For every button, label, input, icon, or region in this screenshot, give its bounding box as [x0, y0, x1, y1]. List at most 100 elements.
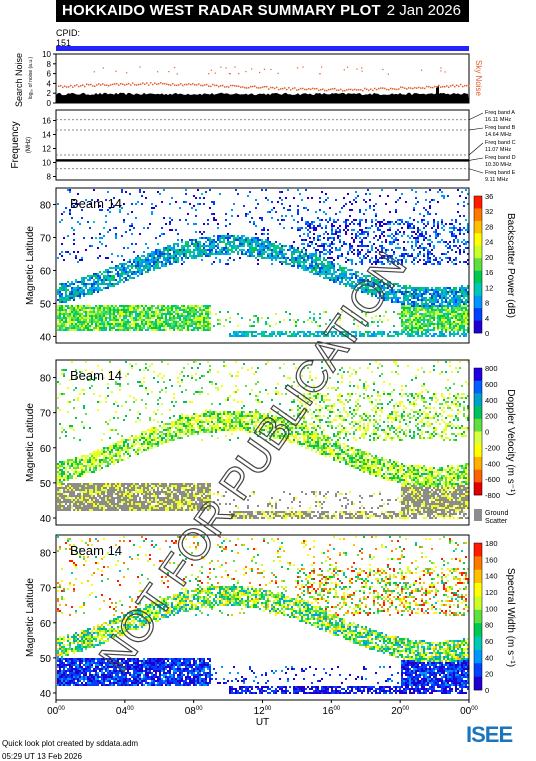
heatmap-cell: [399, 223, 401, 225]
heatmap-cell: [279, 251, 281, 253]
heatmap-cell: [383, 283, 385, 285]
heatmap-cell: [403, 329, 405, 331]
heatmap-cell: [73, 251, 75, 253]
heatmap-cell: [449, 319, 451, 321]
heatmap-cell: [73, 319, 75, 321]
heatmap-cell: [89, 375, 91, 377]
heatmap-cell: [99, 325, 101, 327]
heatmap-cell: [411, 245, 413, 247]
heatmap-cell: [447, 297, 449, 299]
heatmap-cell: [309, 255, 311, 257]
heatmap-cell: [87, 323, 89, 325]
heatmap-cell: [75, 317, 77, 319]
heatmap-cell: [57, 463, 59, 465]
sky-noise-point: [302, 66, 304, 68]
heatmap-cell: [329, 273, 331, 275]
heatmap-cell: [435, 235, 437, 237]
heatmap-cell: [373, 291, 375, 293]
heatmap-cell: [433, 295, 435, 297]
heatmap-cell: [441, 335, 443, 337]
sky-noise-point: [200, 84, 202, 87]
heatmap-cell: [357, 287, 359, 289]
heatmap-cell: [375, 225, 377, 227]
heatmap-cell: [319, 245, 321, 247]
heatmap-cell: [405, 299, 407, 301]
sky-noise-point: [258, 87, 260, 89]
heatmap-cell: [221, 251, 223, 253]
heatmap-cell: [75, 499, 77, 501]
heatmap-cell: [459, 229, 461, 231]
heatmap-cell: [89, 493, 91, 495]
heatmap-cell: [407, 305, 409, 307]
heatmap-cell: [141, 271, 143, 273]
sky-noise-point: [60, 84, 62, 87]
heatmap-cell: [179, 323, 181, 325]
heatmap-cell: [415, 203, 417, 205]
heatmap-cell: [81, 287, 83, 289]
heatmap-cell: [465, 229, 467, 231]
heatmap-cell: [69, 311, 71, 313]
heatmap-cell: [331, 273, 333, 275]
heatmap-cell: [403, 295, 405, 297]
heatmap-cell: [377, 259, 379, 261]
heatmap-cell: [61, 373, 63, 375]
heatmap-cell: [441, 317, 443, 319]
heatmap-cell: [65, 295, 67, 297]
heatmap-cell: [419, 309, 421, 311]
sky-noise-point: [262, 86, 264, 88]
heatmap-cell: [249, 239, 251, 241]
heatmap-cell: [173, 323, 175, 325]
sky-noise-point: [296, 67, 299, 69]
heatmap-cell: [445, 301, 447, 303]
heatmap-cell: [81, 469, 83, 471]
heatmap-cell: [391, 289, 393, 291]
heatmap-cell: [403, 249, 405, 251]
heatmap-cell: [341, 207, 343, 209]
heatmap-cell: [357, 249, 359, 251]
heatmap-cell: [219, 323, 221, 325]
heatmap-cell: [297, 267, 299, 269]
heatmap-cell: [205, 329, 207, 331]
sky-noise-point: [436, 86, 438, 89]
heatmap-cell: [393, 241, 395, 243]
heatmap-cell: [159, 257, 161, 259]
heatmap-cell: [59, 485, 61, 487]
heatmap-cell: [451, 219, 453, 221]
heatmap-cell: [69, 473, 71, 475]
heatmap-cell: [209, 321, 211, 323]
heatmap-cell: [267, 239, 269, 241]
heatmap-cell: [83, 295, 85, 297]
heatmap-cell: [385, 223, 387, 225]
heatmap-cell: [103, 325, 105, 327]
heatmap-cell: [359, 287, 361, 289]
heatmap-cell: [61, 311, 63, 313]
heatmap-cell: [117, 281, 119, 283]
heatmap-cell: [207, 315, 209, 317]
heatmap-cell: [75, 313, 77, 315]
heatmap-cell: [275, 249, 277, 251]
heatmap-cell: [75, 495, 77, 497]
heatmap-cell: [175, 313, 177, 315]
heatmap-cell: [257, 241, 259, 243]
heatmap-cell: [69, 379, 71, 381]
heatmap-cell: [447, 301, 449, 303]
heatmap-cell: [391, 249, 393, 251]
heatmap-cell: [423, 255, 425, 257]
heatmap-cell: [271, 209, 273, 211]
sky-noise-point: [176, 73, 178, 75]
heatmap-cell: [327, 335, 329, 337]
heatmap-cell: [399, 259, 401, 261]
heatmap-cell: [229, 317, 231, 319]
heatmap-cell: [85, 323, 87, 325]
heatmap-cell: [297, 265, 299, 267]
heatmap-cell: [85, 293, 87, 295]
freq-operating-line: [56, 159, 469, 162]
heatmap-cell: [139, 329, 141, 331]
sky-noise-point: [170, 84, 172, 86]
heatmap-cell: [345, 219, 347, 221]
heatmap-cell: [199, 317, 201, 319]
heatmap-cell: [425, 305, 427, 307]
heatmap-cell: [437, 329, 439, 331]
heatmap-cell: [455, 307, 457, 309]
